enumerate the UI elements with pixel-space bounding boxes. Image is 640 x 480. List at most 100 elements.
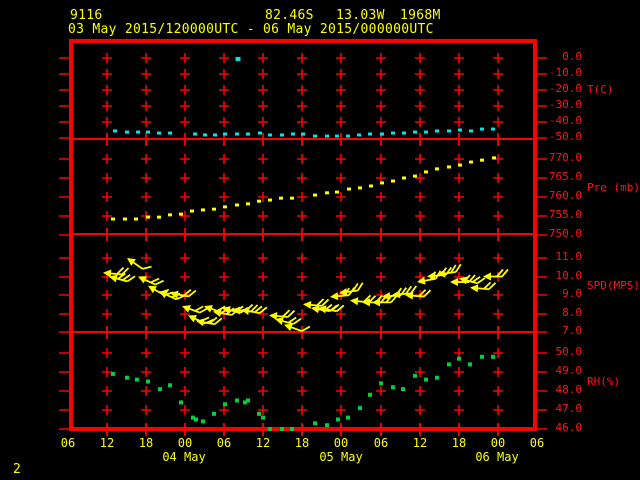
temperature-dot (246, 132, 250, 136)
station-id: 9116 (70, 8, 103, 23)
wind-barb-feather (254, 305, 263, 313)
wind-barb (459, 276, 486, 285)
temperature-dot (146, 130, 150, 134)
wind-barb-shaft (110, 276, 128, 283)
wind-barb-feather (183, 289, 192, 297)
temperature-dot (258, 131, 262, 135)
grid-plus-marks (102, 53, 503, 415)
time-tick-label: 12 (412, 436, 428, 450)
relative-humidity-dot (280, 427, 284, 431)
relative-humidity-axis-label: 48.0 (555, 383, 583, 396)
pressure-dot (424, 170, 428, 174)
relative-humidity-dot (201, 419, 205, 424)
relative-humidity-axis-label: 50.0 (555, 345, 583, 358)
wind-barb (470, 281, 497, 293)
relative-humidity-dot (346, 415, 350, 420)
wind-barb-feather (292, 318, 302, 325)
page-number: 2 (13, 462, 21, 477)
pressure-dot (435, 167, 439, 171)
wind-barb-feather (188, 289, 197, 298)
wind-speed-axis-label: 9.0 (562, 287, 582, 300)
pressure-dot (492, 156, 496, 160)
temperature-dot (402, 131, 406, 135)
wind-barb-shaft (183, 305, 201, 314)
pressure-dot (190, 209, 194, 213)
pressure-axis-label: 750.0 (548, 227, 582, 240)
temperature-dot (168, 131, 172, 135)
pressure-dot (246, 202, 250, 206)
pressure-dot (335, 190, 339, 194)
pressure-dot (458, 163, 462, 167)
wind-barb-shaft (340, 289, 358, 294)
temperature-dot (193, 132, 197, 136)
pressure-axis-label: 770.0 (548, 151, 582, 164)
temperature-axis-label: -40.0 (548, 114, 582, 127)
temperature-dot (203, 133, 207, 137)
relative-humidity-dot (413, 373, 417, 378)
pressure-dot (179, 212, 183, 216)
wind-barb (103, 266, 130, 278)
wind-barb-feather (259, 306, 268, 314)
wind-barb-feather (316, 298, 325, 307)
date-label: 05 May (319, 450, 363, 464)
time-tick-label: 12 (255, 436, 271, 450)
relative-humidity-dot (491, 354, 495, 359)
wind-barb-feather (405, 285, 413, 295)
temperature-dot (280, 133, 284, 137)
time-tick-label: 18 (451, 436, 467, 450)
wind-barb-shaft (438, 271, 456, 276)
wind-barb-feather (352, 282, 359, 292)
wind-barb-shaft (406, 294, 425, 298)
wind-barb (284, 323, 311, 332)
wind-barb (170, 289, 197, 299)
wind-speed-axis-label: 7.0 (562, 324, 582, 337)
wind-speed-axis-label: 11.0 (555, 250, 583, 263)
wind-barb-feather (336, 304, 345, 312)
temperature-dot (380, 132, 384, 136)
temperature-dot (335, 134, 339, 138)
wind-barb-feather (418, 289, 427, 297)
temperature-dot (235, 132, 239, 136)
relative-humidity-axis-label: 49.0 (555, 364, 583, 377)
wind-barb-shaft (242, 309, 260, 314)
wind-barb (275, 316, 302, 325)
relative-humidity-dot (468, 362, 472, 367)
wind-barb-feather (250, 304, 259, 313)
time-tick-label: 06 (60, 436, 76, 450)
wind-speed-axis-label: 8.0 (562, 306, 582, 319)
wind-barb-feather (154, 279, 164, 286)
temperature-axis-label: -10.0 (548, 66, 582, 79)
relative-humidity-dot (243, 400, 247, 405)
relative-humidity-dot (191, 415, 195, 420)
wind-speed-axis-label: 10.0 (555, 269, 583, 282)
relative-humidity-dot (158, 387, 162, 392)
relative-humidity-dot (179, 400, 183, 405)
pressure-axis-label: 760.0 (548, 189, 582, 202)
pressure-dot (212, 207, 216, 211)
wind-barb-feather (476, 277, 486, 285)
pressure-dot (358, 186, 362, 190)
relative-humidity-dot (268, 427, 272, 431)
temperature-dot (125, 130, 129, 134)
time-tick-label: 00 (177, 436, 193, 450)
temperature-unit-label: T(C) (587, 83, 614, 96)
wind-barb-feather (122, 274, 131, 281)
wind-barb-feather (287, 309, 296, 318)
wind-barb-shaft (139, 276, 156, 286)
wind-barb-feather (501, 268, 509, 278)
station-longitude: 13.03W (336, 8, 385, 23)
pressure-dot (313, 193, 317, 197)
wind-barb-feather (288, 316, 297, 324)
wind-barb-feather (150, 277, 160, 284)
wind-barb (269, 309, 296, 321)
time-range-title: 03 May 2015/120000UTC - 06 May 2015/0000… (68, 22, 434, 37)
wind-barb-feather (142, 265, 152, 270)
temperature-axis-label: -30.0 (548, 98, 582, 111)
pressure-dot (168, 213, 172, 217)
time-tick-label: 00 (490, 436, 506, 450)
temperature-dot (346, 134, 350, 138)
relative-humidity-dot (379, 381, 383, 386)
wind-barb (127, 258, 152, 270)
